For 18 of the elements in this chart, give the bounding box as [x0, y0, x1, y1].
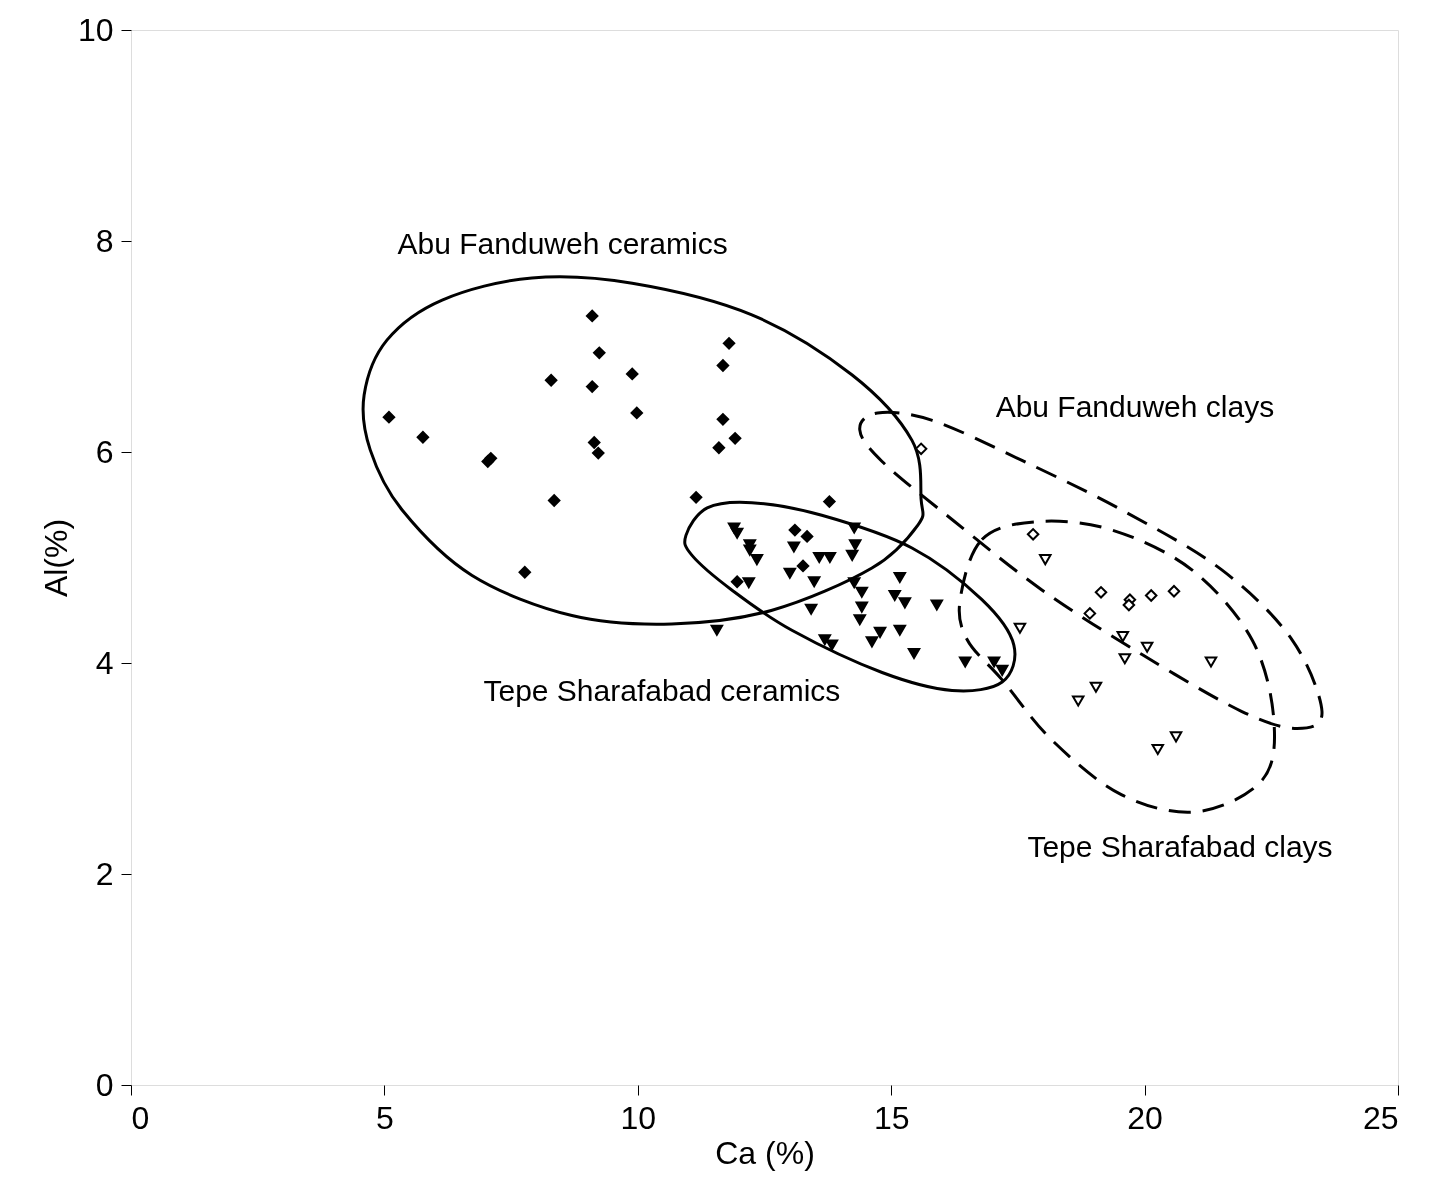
annotation: Abu Fanduweh clays: [995, 389, 1275, 423]
y-axis-title: Al(%): [37, 518, 74, 598]
y-tick-label: 0: [95, 1066, 114, 1103]
x-tick-label: 10: [620, 1099, 657, 1136]
x-tick-label: 15: [873, 1099, 910, 1136]
annotation: Tepe Sharafabad ceramics: [483, 674, 841, 708]
x-tick-label: 25: [1362, 1099, 1399, 1136]
y-tick-label: 2: [95, 855, 114, 892]
x-tick-label: 5: [376, 1099, 394, 1136]
annotation: Abu Fanduweh ceramics: [397, 226, 728, 260]
y-tick-label: 8: [95, 222, 114, 259]
annotation: Tepe Sharafabad clays: [1027, 829, 1333, 863]
x-axis-title: Ca (%): [715, 1134, 815, 1171]
x-tick-label: 0: [131, 1099, 150, 1136]
y-tick-label: 10: [77, 11, 114, 48]
y-tick-label: 6: [95, 433, 114, 470]
x-tick-label: 20: [1127, 1099, 1163, 1136]
y-tick-label: 4: [95, 644, 114, 681]
